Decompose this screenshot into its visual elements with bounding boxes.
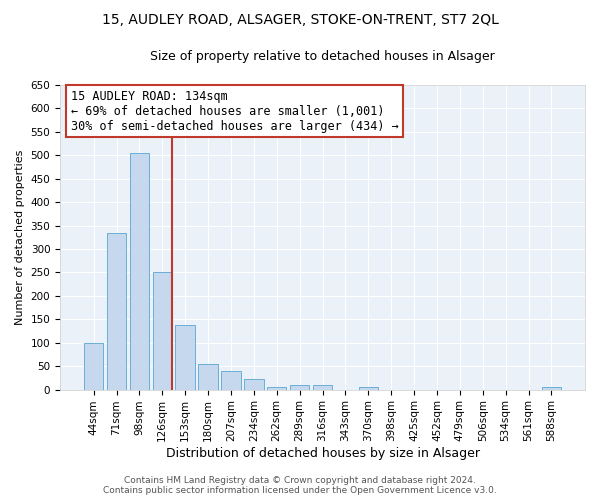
Bar [152,272,172,390]
Bar [313,385,332,390]
Bar [175,325,195,390]
Bar [267,388,286,390]
Bar [199,364,218,390]
Bar [359,388,378,390]
X-axis label: Distribution of detached houses by size in Alsager: Distribution of detached houses by size … [166,447,479,460]
Text: Contains HM Land Registry data © Crown copyright and database right 2024.
Contai: Contains HM Land Registry data © Crown c… [103,476,497,495]
Bar [221,371,241,390]
Text: 15, AUDLEY ROAD, ALSAGER, STOKE-ON-TRENT, ST7 2QL: 15, AUDLEY ROAD, ALSAGER, STOKE-ON-TRENT… [101,12,499,26]
Bar [84,342,103,390]
Bar [290,385,310,390]
Y-axis label: Number of detached properties: Number of detached properties [15,150,25,325]
Bar [130,153,149,390]
Text: 15 AUDLEY ROAD: 134sqm
← 69% of detached houses are smaller (1,001)
30% of semi-: 15 AUDLEY ROAD: 134sqm ← 69% of detached… [71,90,398,132]
Bar [107,232,126,390]
Bar [244,380,263,390]
Bar [542,388,561,390]
Title: Size of property relative to detached houses in Alsager: Size of property relative to detached ho… [150,50,495,63]
